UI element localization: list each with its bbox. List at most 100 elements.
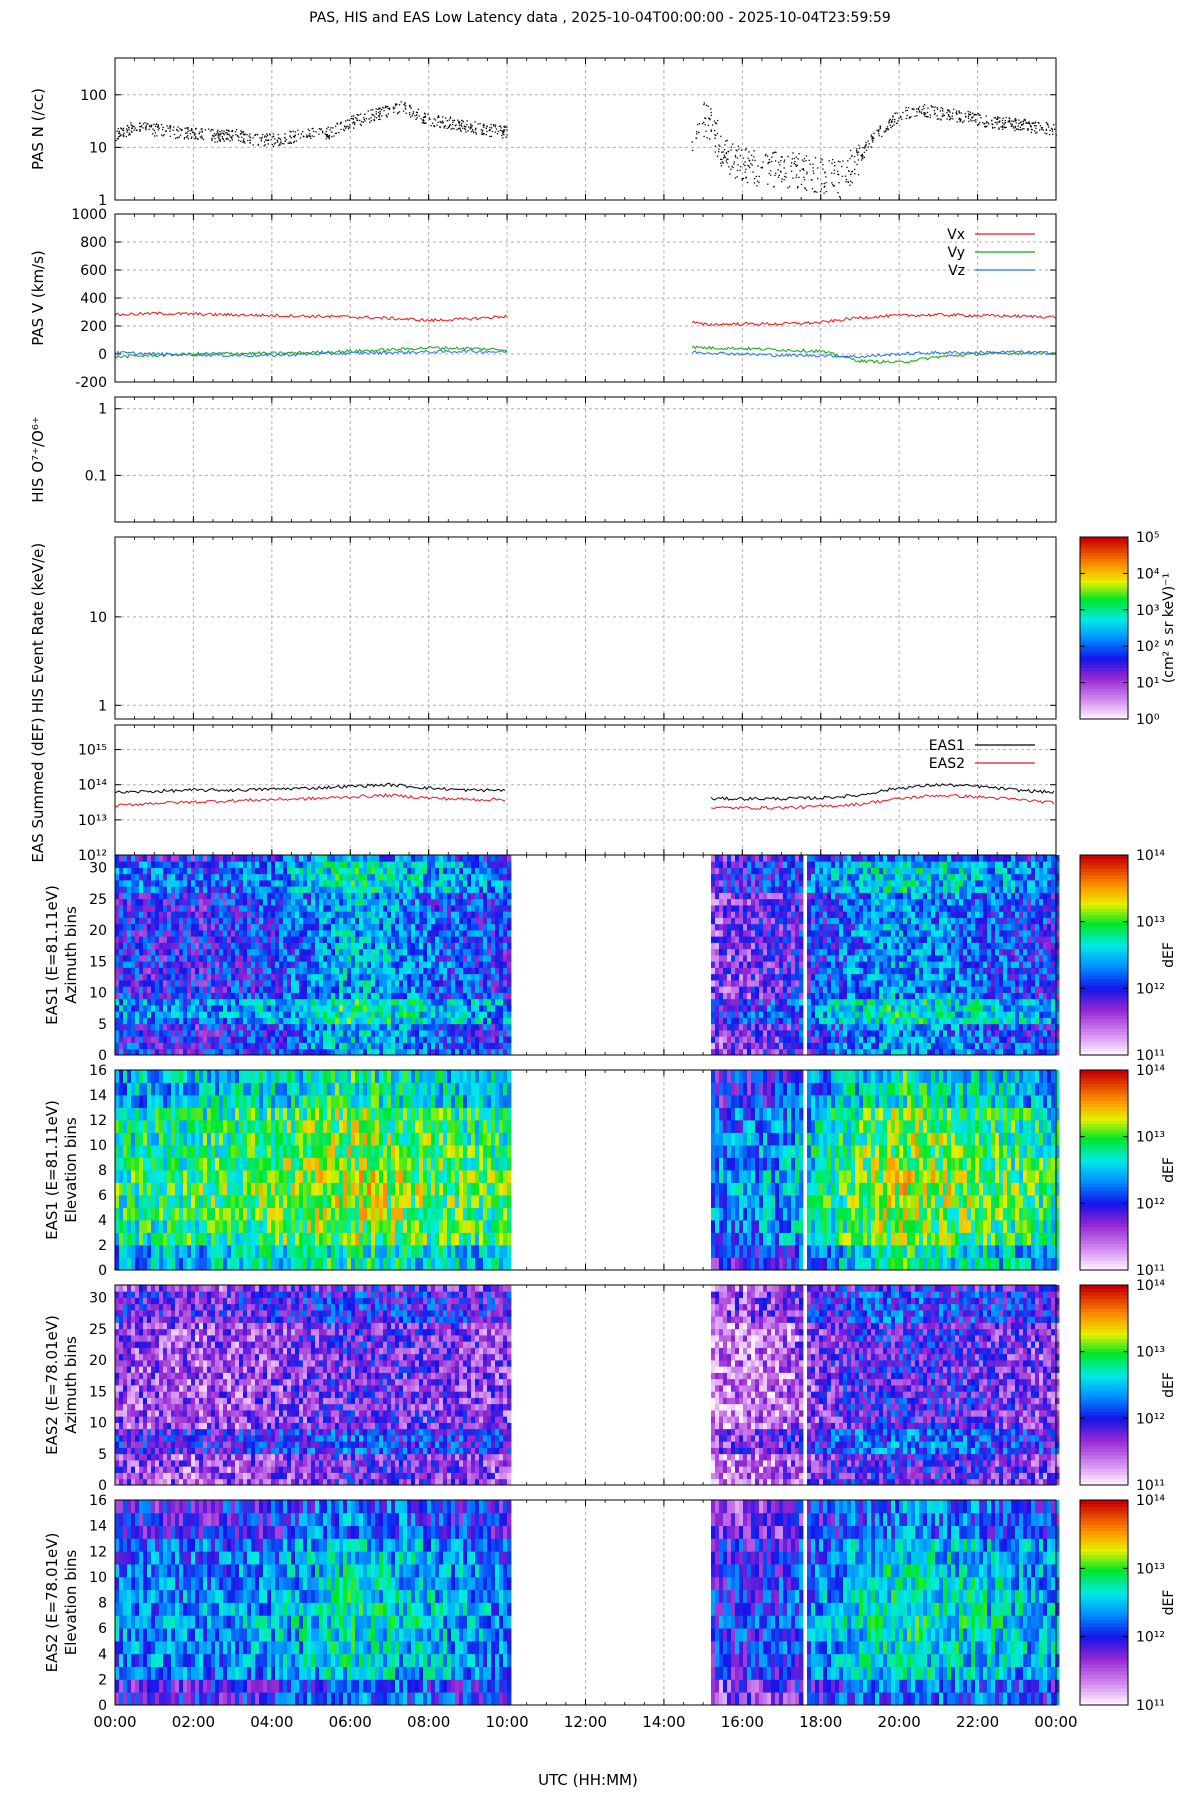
- heatmap-cell: [143, 873, 148, 881]
- heatmap-cell: [351, 980, 356, 987]
- heatmap-cell: [127, 986, 132, 993]
- heatmap-cell: [275, 973, 280, 981]
- heatmap-cell: [423, 898, 428, 906]
- heatmap-cell: [399, 955, 404, 962]
- data-point: [850, 173, 852, 175]
- data-point: [851, 181, 853, 184]
- series-EAS2: [114, 792, 1055, 810]
- heatmap-cell: [415, 917, 420, 925]
- heatmap-cell: [123, 867, 128, 875]
- heatmap-cell: [251, 1023, 256, 1031]
- colorbar-cell: [1080, 715, 1128, 720]
- data-point: [918, 110, 921, 112]
- heatmap-cell: [167, 867, 172, 875]
- heatmap-cell: [131, 986, 136, 993]
- heatmap-cell: [355, 898, 360, 906]
- data-point: [187, 127, 189, 129]
- heatmap-cell: [387, 1048, 392, 1056]
- data-point: [706, 137, 708, 139]
- heatmap-cell: [223, 1017, 228, 1025]
- heatmap-cell: [231, 1048, 236, 1056]
- data-point: [273, 143, 275, 145]
- y-tick-label: 10¹⁴: [78, 778, 107, 794]
- heatmap-cell: [175, 1023, 180, 1031]
- heatmap-cell: [355, 961, 360, 968]
- heatmap-cell: [387, 880, 392, 887]
- heatmap-cell: [367, 1005, 372, 1012]
- heatmap-cell: [207, 923, 212, 931]
- data-point: [158, 127, 160, 129]
- heatmap-cell: [435, 942, 440, 950]
- heatmap-cell: [155, 973, 160, 981]
- heatmap-cell: [387, 967, 392, 975]
- data-point: [985, 122, 987, 124]
- data-point: [144, 122, 146, 124]
- heatmap-cell: [327, 1023, 332, 1031]
- data-point: [351, 122, 354, 124]
- heatmap-cell: [143, 855, 148, 862]
- data-point: [252, 144, 254, 146]
- heatmap-cell: [227, 961, 232, 968]
- data-point: [1027, 122, 1029, 124]
- heatmap-cell: [295, 936, 300, 943]
- heatmap-cell: [131, 961, 136, 968]
- y-tick-label: 100: [80, 88, 107, 104]
- heatmap-cell: [163, 930, 168, 937]
- heatmap-cell: [395, 1048, 400, 1056]
- heatmap-cell: [231, 1042, 236, 1050]
- heatmap-cell: [403, 980, 408, 987]
- heatmap-cell: [187, 1048, 192, 1056]
- heatmap-cell: [171, 948, 176, 956]
- heatmap-cell: [427, 967, 432, 975]
- heatmap-cell: [123, 998, 128, 1006]
- heatmap-cell: [295, 948, 300, 956]
- data-point: [324, 133, 326, 135]
- data-point: [825, 190, 827, 193]
- heatmap-cell: [279, 898, 284, 906]
- data-point: [971, 117, 973, 119]
- data-point: [1051, 127, 1053, 130]
- data-point: [415, 118, 417, 120]
- data-point: [927, 116, 929, 118]
- heatmap-cell: [147, 936, 152, 943]
- data-point: [1046, 123, 1049, 125]
- heatmap-cell: [399, 998, 404, 1006]
- data-point: [872, 137, 874, 139]
- heatmap-cell: [267, 1005, 272, 1012]
- heatmap-cell: [403, 955, 408, 962]
- data-point: [1000, 126, 1002, 128]
- heatmap-cell: [227, 967, 232, 975]
- heatmap-cell: [183, 942, 188, 950]
- heatmap-cell: [403, 898, 408, 906]
- heatmap-cell: [375, 942, 380, 950]
- data-point: [489, 135, 491, 138]
- heatmap-cell: [279, 961, 284, 968]
- heatmap-cell: [171, 880, 176, 887]
- data-point: [837, 173, 839, 175]
- heatmap-cell: [199, 1042, 204, 1050]
- heatmap-cell: [123, 967, 128, 975]
- heatmap-cell: [207, 880, 212, 887]
- heatmap-cell: [379, 930, 384, 937]
- data-point: [118, 130, 120, 133]
- data-point: [152, 133, 154, 135]
- heatmap-cell: [167, 1017, 172, 1025]
- data-point: [920, 112, 923, 114]
- heatmap-cell: [247, 867, 252, 875]
- heatmap-cell: [391, 923, 396, 931]
- data-point: [726, 158, 728, 160]
- data-point: [404, 102, 406, 104]
- heatmap-cell: [339, 1030, 344, 1037]
- data-point: [464, 127, 466, 130]
- heatmap-cell: [395, 898, 400, 906]
- heatmap-cell: [259, 1017, 264, 1025]
- heatmap-cell: [183, 861, 188, 868]
- heatmap-cell: [219, 986, 224, 993]
- heatmap-cell: [187, 917, 192, 925]
- heatmap-cell: [183, 955, 188, 962]
- heatmap-cell: [419, 948, 424, 956]
- heatmap-cell: [263, 992, 268, 1000]
- heatmap-cell: [287, 886, 292, 893]
- data-point: [846, 166, 848, 169]
- colorbar-cell: [1080, 615, 1128, 620]
